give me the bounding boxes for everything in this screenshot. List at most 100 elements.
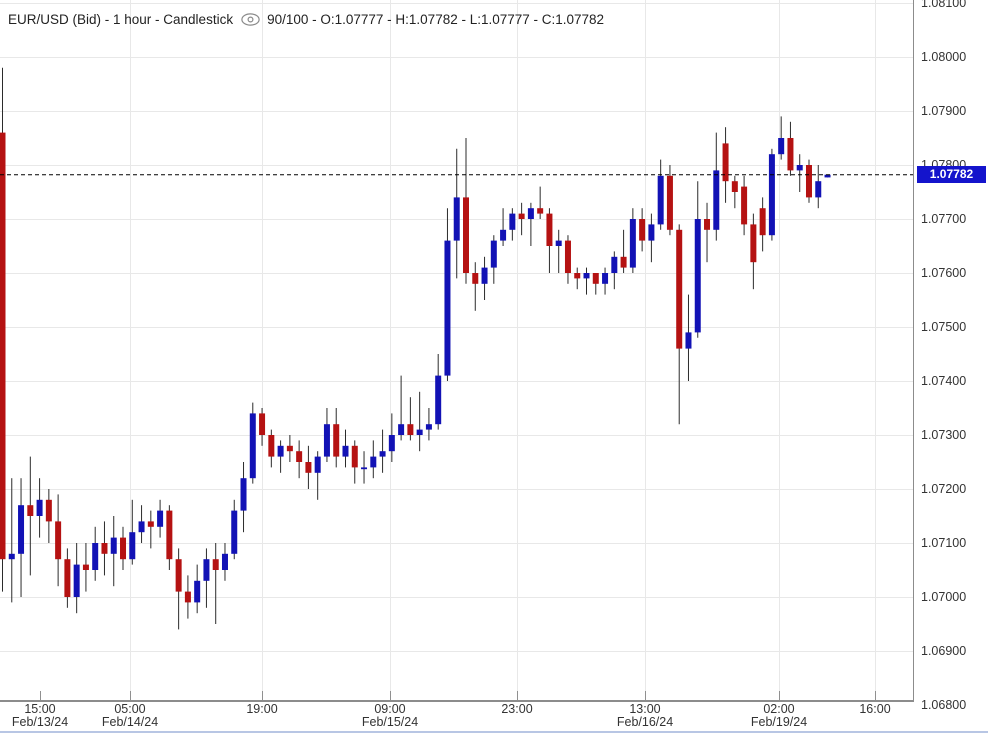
x-axis-tick-label: 05:00 Feb/14/24 — [102, 703, 158, 729]
candle-body — [277, 445, 284, 457]
candle — [370, 440, 377, 479]
candle-body — [361, 467, 368, 470]
candle — [750, 213, 757, 290]
candle — [500, 208, 507, 246]
candle — [731, 175, 738, 209]
candle-body — [221, 553, 228, 570]
candle-body — [657, 175, 664, 225]
candle-body — [184, 591, 191, 603]
visibility-eye-icon[interactable] — [241, 12, 260, 26]
y-axis-label: 1.07200 — [921, 481, 967, 496]
y-axis-label: 1.07100 — [921, 535, 967, 550]
candle — [277, 440, 284, 473]
candle-body — [249, 413, 256, 479]
y-axis-label: 1.07500 — [921, 319, 967, 334]
candle — [268, 429, 275, 468]
candle-body — [425, 424, 432, 430]
candle — [361, 451, 368, 484]
candle — [184, 575, 191, 619]
price-chart-canvas[interactable] — [0, 0, 913, 700]
candle-body — [166, 510, 173, 560]
candle-body — [305, 462, 312, 473]
candle-body — [778, 138, 785, 155]
candle-body — [676, 229, 683, 349]
candle — [685, 294, 692, 381]
price-axis[interactable] — [913, 0, 988, 701]
candle — [796, 154, 803, 192]
x-axis-tick-mark — [517, 691, 518, 700]
candle-body — [759, 208, 766, 236]
candle — [564, 235, 571, 284]
candle-body — [787, 138, 794, 171]
candle-body — [602, 273, 609, 284]
candle-body — [805, 165, 812, 198]
candle — [36, 478, 43, 538]
candle-body — [314, 456, 321, 473]
candle — [212, 543, 219, 624]
candle-body — [481, 267, 488, 284]
candle-body — [490, 240, 497, 268]
candle — [231, 499, 238, 560]
candle — [611, 251, 618, 290]
tick-time: 09:00 — [374, 702, 406, 716]
candle — [453, 148, 460, 279]
candle — [639, 208, 646, 252]
y-axis-label: 1.07700 — [921, 211, 967, 226]
candle-body — [741, 186, 748, 225]
candle — [657, 159, 664, 230]
candle-body — [750, 224, 757, 263]
candle — [481, 256, 488, 300]
candle-body — [398, 424, 405, 435]
x-axis-tick-label: 09:00 Feb/15/24 — [362, 703, 418, 729]
tick-date: Feb/15/24 — [361, 715, 419, 729]
candle — [101, 521, 108, 576]
candle — [805, 159, 812, 203]
tick-time: 23:00 — [501, 702, 533, 716]
candle — [787, 121, 794, 176]
candle — [175, 548, 182, 630]
candle-body — [194, 580, 201, 603]
window-bottom-border — [0, 731, 988, 733]
y-axis-label: 1.06800 — [921, 697, 967, 712]
candle — [759, 197, 766, 252]
candle — [416, 391, 423, 452]
candle-body — [694, 219, 701, 333]
y-axis-label: 1.07600 — [921, 265, 967, 280]
candle — [648, 213, 655, 263]
candle — [537, 186, 544, 219]
y-axis-label: 1.08000 — [921, 49, 967, 64]
candle — [713, 132, 720, 241]
candle — [166, 505, 173, 570]
candle-body — [620, 256, 627, 268]
candle — [296, 440, 303, 479]
candle-body — [537, 208, 544, 214]
candle-body — [212, 559, 219, 570]
candle-body — [768, 154, 775, 236]
candle — [741, 175, 748, 236]
candle-body — [147, 521, 154, 527]
candle — [18, 478, 25, 597]
candle-body — [342, 445, 349, 457]
x-axis-tick-label: 23:00 — [501, 703, 532, 716]
candle — [722, 127, 729, 203]
candle-body — [8, 553, 15, 560]
candle — [527, 202, 534, 246]
candle — [314, 451, 321, 500]
candle-body — [509, 213, 516, 230]
candle — [203, 548, 210, 608]
candle-body — [27, 505, 34, 516]
candle-body — [259, 413, 266, 435]
candle — [333, 408, 340, 468]
candle — [815, 165, 822, 209]
candle-body — [370, 456, 377, 468]
candle — [259, 408, 266, 446]
candle-body — [527, 208, 534, 219]
candle — [555, 229, 562, 273]
candle-body — [824, 174, 831, 178]
candle-body — [351, 445, 358, 468]
candle — [64, 548, 71, 608]
candle — [629, 208, 636, 273]
x-axis-tick-mark — [779, 691, 780, 700]
candle-body — [240, 478, 247, 511]
